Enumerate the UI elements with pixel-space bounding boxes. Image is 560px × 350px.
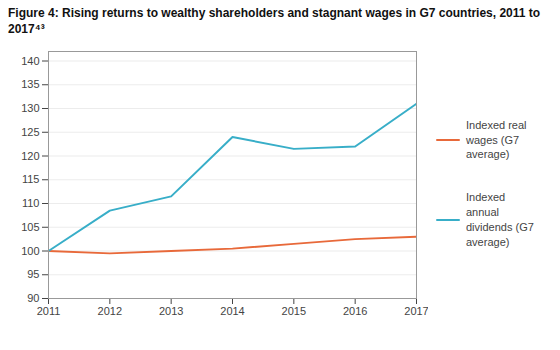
svg-text:2016: 2016	[343, 305, 367, 317]
svg-text:2012: 2012	[98, 305, 122, 317]
html-text:Indexed annual dividends (G7 a: Indexed annual dividends (G7 average)	[466, 191, 534, 248]
svg-text:2013: 2013	[159, 305, 183, 317]
svg-text:105: 105	[21, 221, 39, 233]
svg-text:130: 130	[21, 102, 39, 114]
svg-text:115: 115	[22, 173, 40, 185]
svg-text:110: 110	[22, 197, 40, 209]
svg-text:2011: 2011	[37, 305, 61, 317]
svg-text:95: 95	[27, 268, 39, 280]
html-text:Figure 4: Rising returns to we: Figure 4: Rising returns to wealthy shar…	[8, 6, 541, 36]
svg-text:125: 125	[21, 126, 39, 138]
html-text:Indexed real wages (G7 average: Indexed real wages (G7 average)	[466, 118, 527, 161]
svg-text:100: 100	[21, 245, 39, 257]
svg-text:135: 135	[21, 78, 39, 90]
svg-text:120: 120	[21, 150, 39, 162]
svg-text:140: 140	[21, 55, 39, 67]
svg-text:90: 90	[27, 292, 39, 304]
svg-text:2015: 2015	[282, 305, 306, 317]
svg-text:2017: 2017	[404, 305, 428, 317]
svg-text:2014: 2014	[220, 305, 244, 317]
